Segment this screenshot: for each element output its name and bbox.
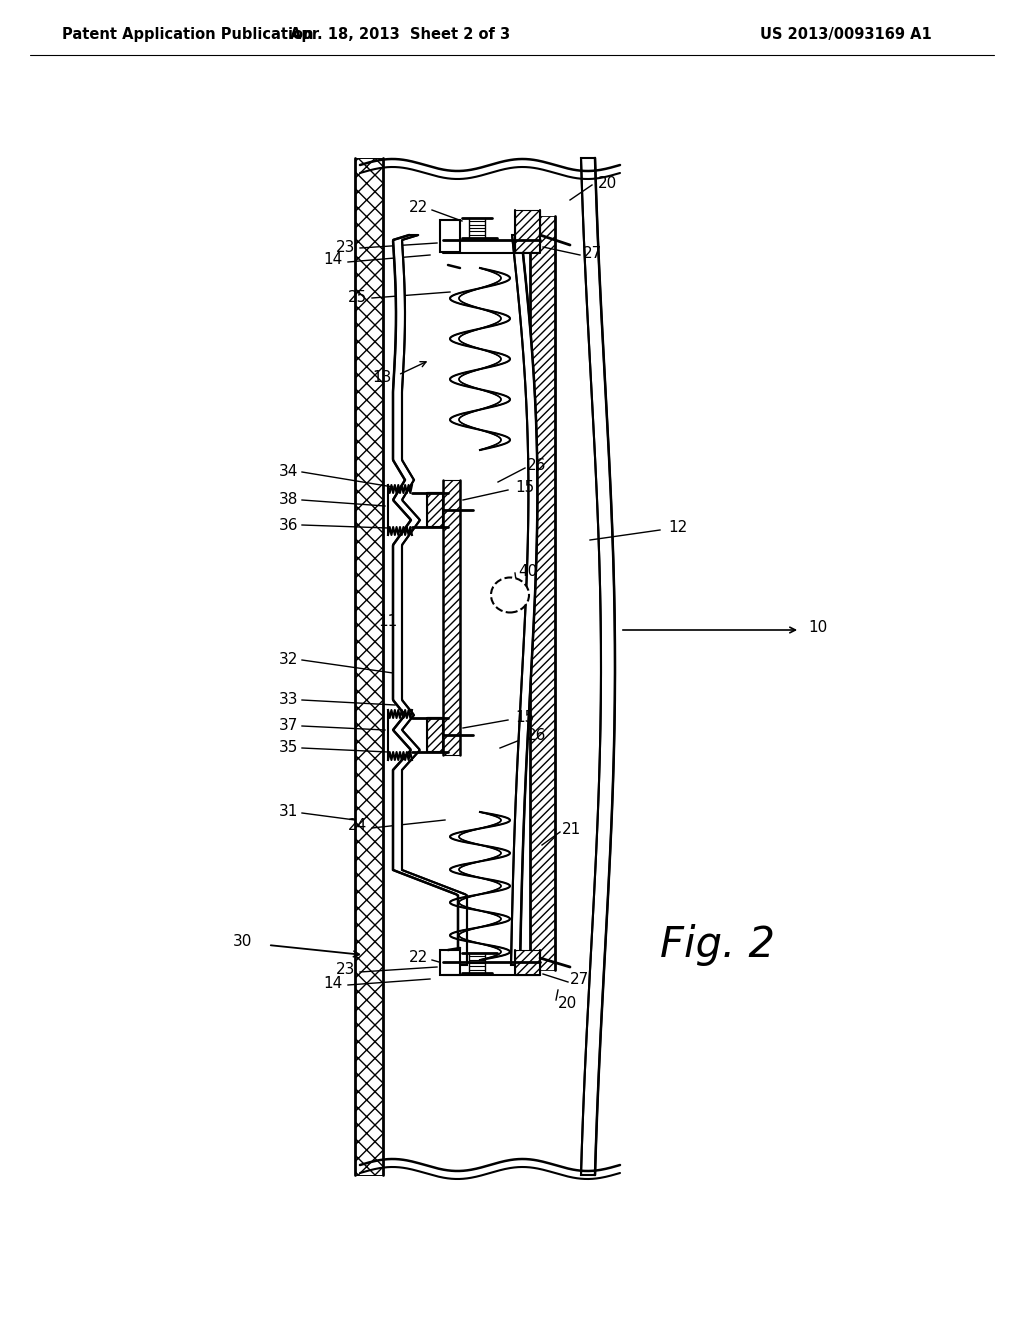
Text: 22: 22 xyxy=(409,201,428,215)
PathPatch shape xyxy=(581,158,615,1175)
Text: 25: 25 xyxy=(348,289,367,305)
Bar xyxy=(427,717,443,752)
Bar xyxy=(443,480,460,755)
Text: 13: 13 xyxy=(373,371,392,385)
Text: 23: 23 xyxy=(336,239,355,255)
Bar xyxy=(440,950,460,975)
Text: 31: 31 xyxy=(279,804,298,820)
Bar xyxy=(355,158,383,1175)
Text: 30: 30 xyxy=(232,935,252,949)
Text: 26: 26 xyxy=(527,729,547,743)
Text: 14: 14 xyxy=(324,252,343,268)
Text: 32: 32 xyxy=(279,652,298,668)
Bar xyxy=(515,950,540,975)
Text: 12: 12 xyxy=(668,520,687,536)
Text: 11: 11 xyxy=(379,615,398,630)
PathPatch shape xyxy=(450,812,510,960)
Text: 36: 36 xyxy=(279,517,298,532)
Text: 23: 23 xyxy=(336,962,355,978)
Bar xyxy=(530,216,555,970)
PathPatch shape xyxy=(393,235,467,965)
Text: Fig. 2: Fig. 2 xyxy=(660,924,775,966)
Text: 40: 40 xyxy=(518,564,538,578)
Text: 15: 15 xyxy=(515,710,535,726)
Text: Patent Application Publication: Patent Application Publication xyxy=(62,28,313,42)
Text: 26: 26 xyxy=(527,458,547,474)
Text: 38: 38 xyxy=(279,492,298,507)
Text: 20: 20 xyxy=(598,176,617,190)
Text: 21: 21 xyxy=(562,822,582,837)
Text: 24: 24 xyxy=(348,818,367,833)
Text: 20: 20 xyxy=(558,995,578,1011)
Text: 27: 27 xyxy=(583,247,602,261)
PathPatch shape xyxy=(450,268,510,450)
Text: 37: 37 xyxy=(279,718,298,734)
Text: 27: 27 xyxy=(570,973,589,987)
Text: 33: 33 xyxy=(279,693,298,708)
Text: 35: 35 xyxy=(279,741,298,755)
Bar xyxy=(427,492,443,527)
Text: 15: 15 xyxy=(515,480,535,495)
Text: US 2013/0093169 A1: US 2013/0093169 A1 xyxy=(760,28,932,42)
PathPatch shape xyxy=(511,235,538,965)
Ellipse shape xyxy=(490,578,529,612)
Text: 14: 14 xyxy=(324,975,343,990)
Text: 34: 34 xyxy=(279,465,298,479)
Bar xyxy=(515,210,540,252)
Text: 22: 22 xyxy=(409,950,428,965)
Text: 10: 10 xyxy=(808,620,827,635)
Bar xyxy=(440,220,460,252)
Text: Apr. 18, 2013  Sheet 2 of 3: Apr. 18, 2013 Sheet 2 of 3 xyxy=(290,28,510,42)
